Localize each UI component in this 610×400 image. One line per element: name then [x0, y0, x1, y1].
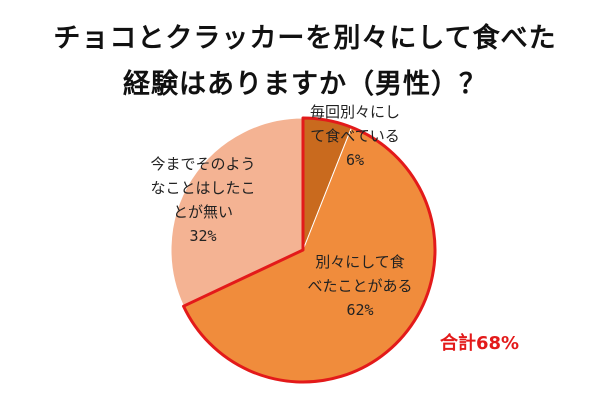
slice-label-line: 別々にして食 [315, 253, 405, 271]
slice-label-line: 今までそのよう [150, 155, 256, 173]
slice-label-never-done: 今までそのよう なことはしたこ とが無い 32% [148, 152, 258, 248]
slice-label-every-time-separate: 毎回別々にし て食べている 6% [300, 100, 410, 172]
chart-title-line-2: 経験はありますか（男性）？ [123, 69, 487, 100]
highlight-outline [182, 116, 437, 384]
slice-label-have-eaten-separately: 別々にして食 べたことがある 62% [300, 250, 420, 322]
slice-never-done [170, 117, 304, 307]
slice-label-line: て食べている [310, 127, 400, 145]
slice-label-line: とが無い [172, 203, 233, 221]
slice-percent-label: 62% [346, 301, 374, 319]
chart-title-line-1: チョコとクラッカーを別々にして食べた [53, 23, 557, 54]
slice-label-line: 毎回別々にし [309, 103, 400, 121]
slice-percent-label: 6% [345, 151, 365, 169]
total-annotation: 合計68% [440, 333, 520, 354]
slice-label-line: べたことがある [307, 277, 413, 295]
slice-label-line: なことはしたこ [150, 179, 256, 197]
slice-percent-label: 32% [189, 227, 217, 245]
